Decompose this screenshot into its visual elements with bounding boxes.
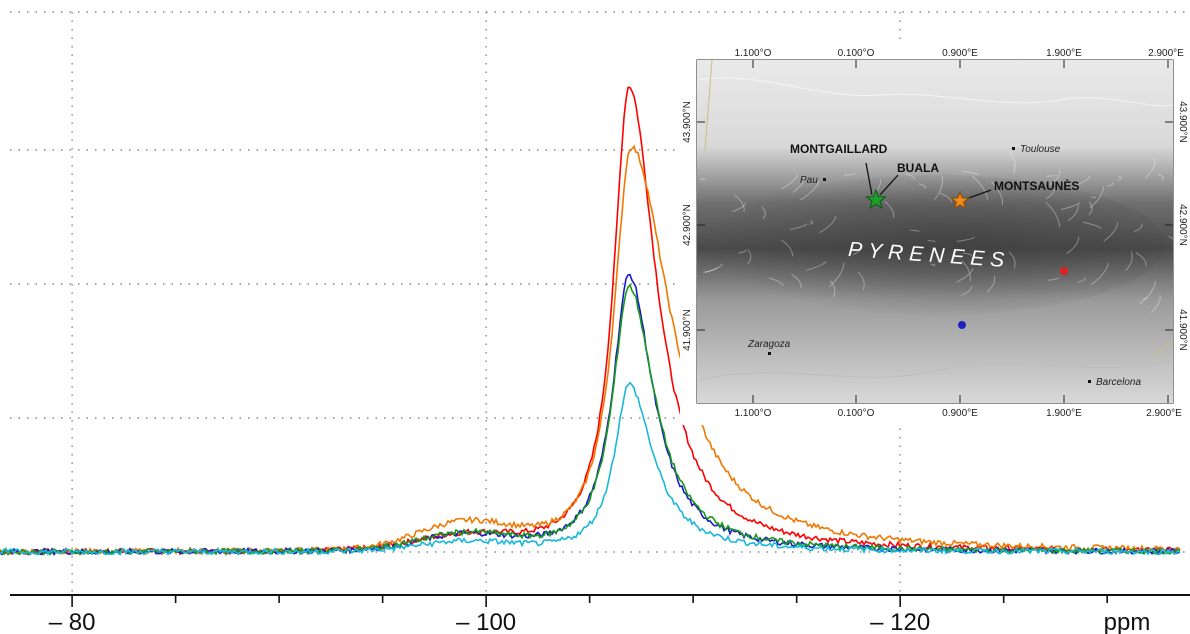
map-bottom-tick-label: 0.900°E [942,408,978,419]
series-line-5 [0,381,1181,556]
site-label-buala: BUALA [897,161,939,175]
city-marker [768,352,771,355]
map-top-tick-label: 1.100°O [735,48,772,59]
map-left-tick-label: 42.900°N [682,204,693,246]
site-leader-line [879,174,899,196]
site-label-montsaunes: MONTSAUNÈS [994,178,1079,193]
spectra-series [0,86,1181,557]
map-left-tick-label: 41.900°N [682,309,693,351]
x-tick-label: – 100 [456,609,516,634]
site-leader-line [865,162,873,196]
map-right-tick-label: 41.900°N [1177,309,1188,351]
city-marker [1012,147,1015,150]
map-top-tick-label: 2.900°E [1148,48,1184,59]
city-label: Pau [800,175,818,186]
montgaillard-star-icon [865,188,887,210]
map-bottom-tick-label: 0.100°O [838,408,875,419]
montsaunes-star-icon [950,190,970,210]
city-label: Zaragoza [747,339,791,350]
map-top-tick-label: 1.900°E [1046,48,1082,59]
site-label-montgaillard: MONTGAILLARD [790,142,888,156]
city-marker [1088,380,1091,383]
site-leader-line [965,189,992,200]
city-label: Barcelona [1096,377,1141,388]
x-axis: – 80 – 100 – 120 ppm [10,594,1190,634]
red-site-dot [1060,267,1068,275]
map-bottom-tick-label: 1.100°O [735,408,772,419]
map-right-tick-label: 42.900°N [1177,204,1188,246]
city-label: Toulouse [1020,144,1061,155]
map-left-tick-label: 43.900°N [682,101,693,143]
city-marker [823,178,826,181]
map-top-tick-label: 0.900°E [942,48,978,59]
blue-site-dot [958,321,966,329]
relief-map [697,60,1173,403]
map-right-tick-label: 43.900°N [1177,101,1188,143]
x-tick-label: – 80 [49,609,96,634]
x-tick-label: – 120 [870,609,930,634]
x-unit-label: ppm [1104,609,1151,634]
map-bottom-tick-label: 2.900°E [1146,408,1182,419]
map-top-tick-label: 0.100°O [838,48,875,59]
map-bottom-tick-label: 1.900°E [1046,408,1082,419]
map-graticule [697,60,1173,403]
map-inset: 1.100°O 0.100°O 0.900°E 1.900°E 2.900°E … [680,40,1190,425]
